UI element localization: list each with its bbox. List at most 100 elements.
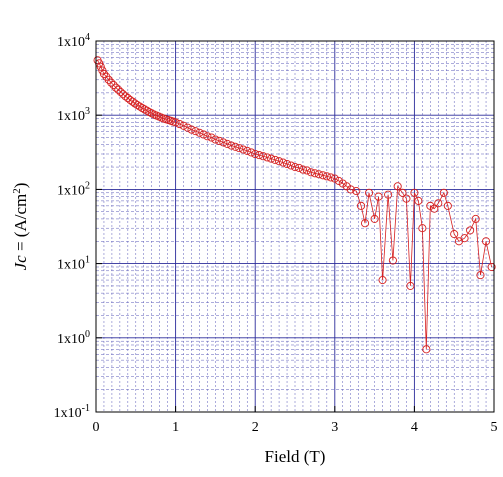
y-tick-label-exponent: 3 (85, 106, 90, 117)
data-point (104, 75, 113, 84)
series-layer (93, 56, 496, 354)
data-point (290, 163, 300, 172)
y-tick-label: 1x10-1 (54, 403, 90, 421)
y-tick-label-exponent: 0 (85, 329, 90, 340)
x-tick-label: 2 (252, 420, 259, 435)
ticks (95, 40, 495, 413)
data-point (378, 276, 387, 285)
data-point (471, 214, 480, 223)
data-point (243, 146, 252, 155)
data-point (422, 345, 431, 354)
data-point (298, 165, 308, 174)
x-tick-label: 0 (93, 420, 100, 435)
data-point (338, 179, 347, 188)
y-tick-label-base: 1x10 (57, 35, 85, 50)
minor-grid (96, 41, 494, 412)
y-tick-label: 1x100 (57, 329, 90, 347)
data-point (430, 204, 439, 213)
data-point (138, 103, 147, 113)
y-tick-label-exponent: 1 (85, 255, 90, 266)
data-point (302, 166, 311, 175)
y-tick-label-base: 1x10 (57, 332, 85, 347)
data-point (195, 128, 204, 137)
y-tick-label: 1x104 (57, 32, 90, 50)
data-point (275, 157, 284, 166)
y-tick-label-base: 1x10 (57, 258, 85, 273)
data-point (443, 201, 452, 210)
data-point (286, 161, 296, 170)
data-point (179, 121, 188, 130)
y-tick-label-exponent: -1 (82, 403, 90, 414)
x-tick-label: 5 (491, 420, 498, 435)
data-point (279, 158, 288, 167)
y-axis-label-close: ) (11, 183, 30, 189)
data-point (418, 224, 427, 233)
data-point (426, 201, 435, 210)
data-point (231, 142, 240, 151)
data-point (364, 188, 374, 197)
y-axis-label: Jc = (A/cm2) (11, 183, 30, 271)
x-axis-label: Field (T) (265, 447, 326, 466)
data-point (306, 168, 315, 177)
data-point (207, 133, 216, 142)
data-point (406, 281, 415, 290)
data-point (326, 173, 335, 182)
data-point (481, 237, 491, 246)
data-point (203, 132, 212, 141)
plot-frame (95, 40, 495, 413)
data-point (282, 159, 292, 169)
data-point (111, 83, 120, 92)
data-point (374, 192, 383, 201)
data-point (96, 62, 105, 71)
data-point (322, 172, 331, 181)
data-point (109, 80, 118, 90)
x-tick-label: 1 (172, 420, 179, 435)
data-point (135, 102, 144, 111)
data-point (142, 106, 151, 115)
data-point (393, 182, 402, 191)
y-tick-label-base: 1x10 (54, 406, 82, 421)
data-point (450, 230, 459, 239)
data-point (414, 196, 423, 205)
y-tick-label-exponent: 4 (85, 32, 90, 43)
y-axis-label-sup: 2 (11, 188, 23, 194)
data-point (310, 169, 319, 178)
data-point (183, 123, 192, 132)
data-point (219, 138, 228, 147)
data-point (235, 144, 244, 153)
y-tick-label-base: 1x10 (57, 109, 85, 124)
data-point (398, 188, 407, 197)
data-point (352, 187, 361, 196)
data-point (199, 130, 208, 139)
data-point (334, 176, 343, 185)
data-point (251, 149, 260, 159)
data-point (318, 171, 327, 180)
y-tick-label: 1x102 (57, 180, 90, 198)
data-point (314, 170, 323, 179)
data-point (259, 152, 268, 161)
data-point (267, 154, 276, 163)
data-point (370, 214, 379, 223)
data-point (487, 262, 496, 272)
data-point (247, 148, 256, 157)
data-point (211, 135, 220, 144)
data-point (140, 105, 149, 114)
data-point (263, 153, 272, 162)
data-point (402, 194, 411, 203)
data-point (171, 118, 180, 127)
data-point (330, 174, 339, 183)
data-point (107, 78, 116, 87)
series-line (97, 60, 492, 350)
data-point (116, 88, 125, 97)
data-point (384, 190, 393, 199)
data-point (175, 119, 184, 129)
data-point (466, 226, 475, 235)
data-point (187, 125, 196, 134)
y-tick-label-base: 1x10 (57, 183, 85, 198)
data-point (119, 90, 128, 99)
y-axis-label-units: = (A/cm (11, 194, 30, 256)
data-point (227, 141, 236, 150)
x-tick-label: 4 (411, 420, 418, 435)
